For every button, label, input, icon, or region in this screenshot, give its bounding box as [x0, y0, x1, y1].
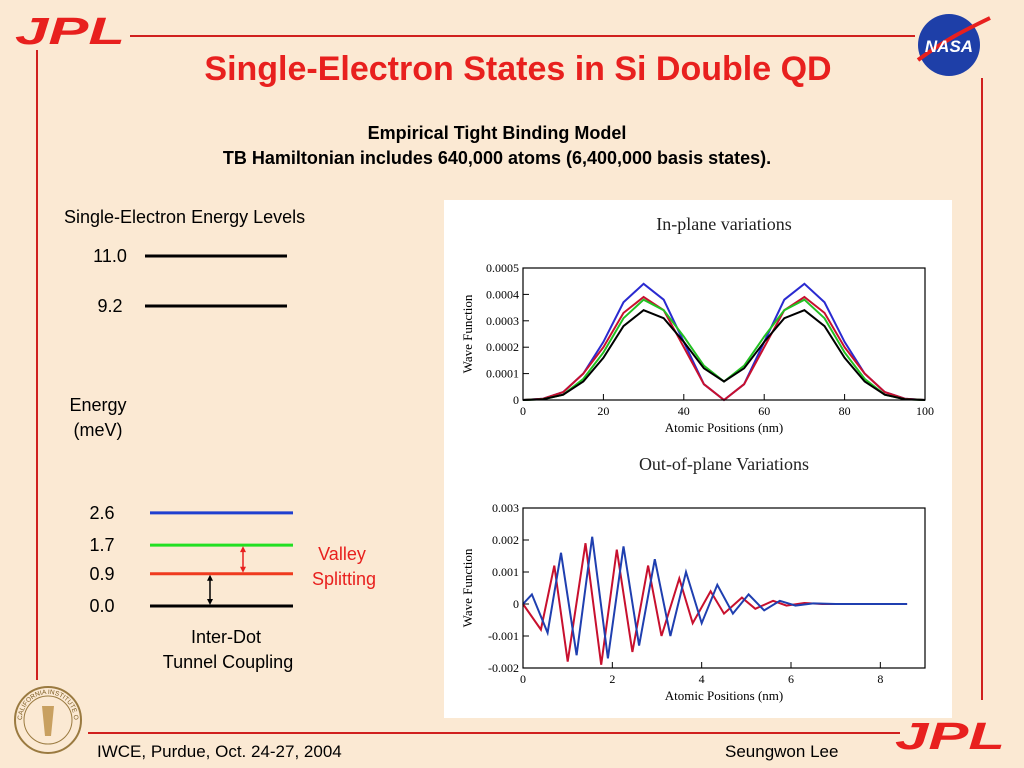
- arrow-head: [207, 574, 213, 581]
- y-tick-label: 0.002: [492, 533, 519, 547]
- subtitle: Empirical Tight Binding Model: [368, 123, 627, 143]
- tunnel-label: Tunnel Coupling: [163, 652, 293, 672]
- plot-frame: [522, 267, 926, 401]
- y-tick-label: 0: [513, 393, 519, 407]
- x-tick-label: 4: [699, 672, 705, 686]
- subtitle: TB Hamiltonian includes 640,000 atoms (6…: [223, 148, 771, 168]
- x-tick-label: 40: [678, 404, 690, 418]
- plot-frame: [522, 507, 926, 669]
- x-tick-label: 80: [839, 404, 851, 418]
- level-label: 1.7: [89, 535, 114, 555]
- x-tick-label: 8: [877, 672, 883, 686]
- x-tick-label: 0: [520, 672, 526, 686]
- jpl-logo: JPL: [895, 716, 1005, 758]
- valley-label: Splitting: [312, 569, 376, 589]
- y-tick-label: -0.002: [488, 661, 519, 675]
- footer-right: Seungwon Lee: [725, 742, 838, 761]
- x-tick-label: 2: [609, 672, 615, 686]
- tunnel-label: Inter-Dot: [191, 627, 261, 647]
- y-axis-label: Wave Function: [460, 294, 475, 373]
- series-line: [522, 309, 926, 401]
- frame: [36, 35, 983, 734]
- level-label: 2.6: [89, 503, 114, 523]
- y-tick-label: 0.003: [492, 501, 519, 515]
- x-tick-label: 0: [520, 404, 526, 418]
- chart-panel: [444, 200, 952, 718]
- y-tick-label: 0.0002: [486, 340, 519, 354]
- footer-left: IWCE, Purdue, Oct. 24-27, 2004: [97, 742, 342, 761]
- arrow-head: [240, 566, 246, 573]
- y-tick-label: 0.0001: [486, 367, 519, 381]
- x-tick-label: 6: [788, 672, 794, 686]
- x-axis-label: Atomic Positions (nm): [665, 688, 783, 703]
- jpl-logo: JPL: [15, 11, 125, 53]
- level-label: 11.0: [93, 246, 127, 266]
- arrow-head: [207, 599, 213, 605]
- chart-title: In-plane variations: [656, 214, 791, 234]
- y-tick-label: 0.001: [492, 565, 519, 579]
- level-label: 0.0: [89, 596, 114, 616]
- y-tick-label: 0.0004: [486, 287, 519, 301]
- y-tick-label: -0.001: [488, 629, 519, 643]
- axis-label: Energy: [69, 395, 126, 415]
- arrow-head: [240, 546, 246, 553]
- x-tick-label: 60: [758, 404, 770, 418]
- chart-title: Out-of-plane Variations: [639, 454, 809, 474]
- x-axis-label: Atomic Positions (nm): [665, 420, 783, 435]
- level-label: 9.2: [97, 296, 122, 316]
- nasa-logo: NASA: [916, 14, 991, 76]
- valley-label: Valley: [318, 544, 366, 564]
- slide-title: Single-Electron States in Si Double QD: [204, 50, 831, 88]
- y-tick-label: 0.0005: [486, 261, 519, 275]
- nasa-text: NASA: [925, 37, 973, 56]
- level-label: 0.9: [89, 564, 114, 584]
- y-axis-label: Wave Function: [460, 548, 475, 627]
- x-tick-label: 100: [916, 404, 934, 418]
- y-tick-label: 0: [513, 597, 519, 611]
- x-tick-label: 20: [597, 404, 609, 418]
- diagram-title: Single-Electron Energy Levels: [64, 207, 305, 227]
- axis-label: (meV): [74, 420, 123, 440]
- series-line: [522, 536, 908, 659]
- series-line: [522, 543, 908, 665]
- y-tick-label: 0.0003: [486, 314, 519, 328]
